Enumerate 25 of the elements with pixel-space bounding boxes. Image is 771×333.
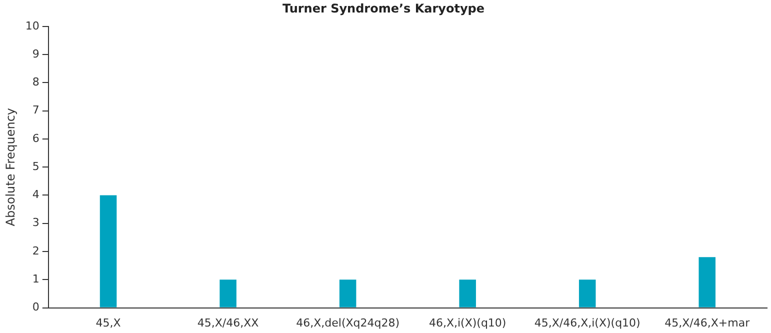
bar: [578, 280, 596, 308]
y-tick-label: 4: [32, 188, 40, 202]
y-tick-label: 7: [32, 104, 40, 117]
y-tick-label: 2: [32, 244, 40, 258]
bar: [100, 195, 117, 308]
y-tick-label: 5: [32, 160, 40, 173]
chart-title: Turner Syndrome’s Karyotype: [282, 1, 485, 16]
bar: [698, 257, 716, 308]
bar: [339, 280, 356, 308]
x-tick-label: 46,X,i(X)(q10): [428, 316, 506, 330]
y-tick-label: 0: [32, 300, 40, 314]
y-axis-title: Absolute Frequency: [3, 108, 18, 226]
y-tick-label: 6: [32, 132, 40, 145]
y-tick-label: 8: [32, 76, 40, 89]
y-tick-label: 10: [25, 19, 40, 32]
y-tick-label: 3: [32, 216, 40, 230]
x-tick-label: 45,X/46,X+mar: [664, 316, 750, 330]
y-tick-label: 9: [32, 47, 40, 60]
x-tick-label: 45,X/46,X,i(X)(q10): [534, 316, 640, 330]
x-tick-label: 45,X/46,XX: [197, 316, 260, 330]
x-tick-label: 46,X,del(Xq24q28): [296, 316, 400, 330]
bar: [220, 280, 236, 308]
x-tick-label: 45,X: [96, 316, 122, 330]
y-tick-label: 1: [32, 272, 40, 286]
bar: [459, 280, 476, 308]
